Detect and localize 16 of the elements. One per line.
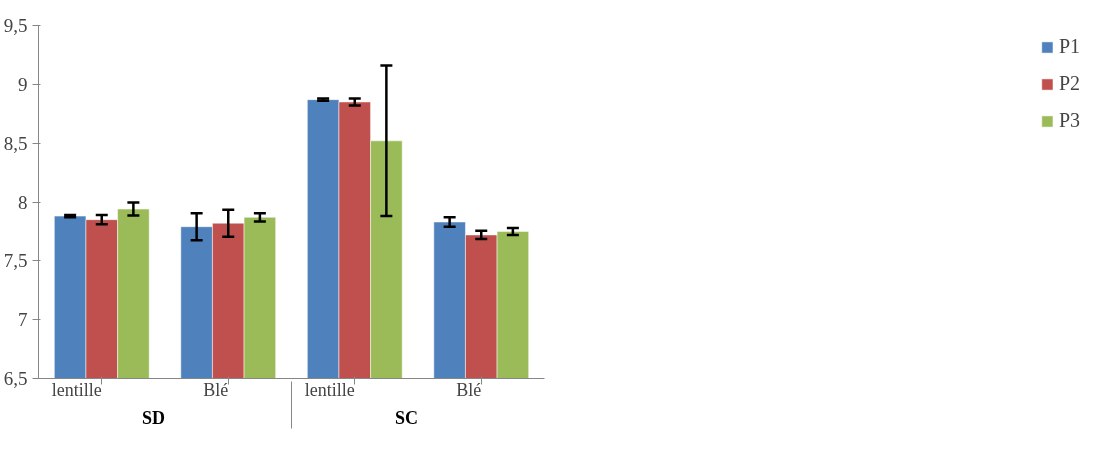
y-tick-label: 7,5	[3, 250, 28, 272]
x-tick-label: lentille	[51, 379, 102, 400]
x-tick-label: lentille	[304, 379, 355, 400]
y-tick-label: 7	[18, 309, 28, 331]
legend-label: P3	[1058, 109, 1080, 132]
y-tick-label: 9,5	[3, 15, 28, 36]
text: SC	[394, 407, 419, 428]
x-tick-label: Blé	[456, 379, 482, 400]
y-tick-label: 6,5	[3, 368, 28, 389]
x-tick-label: Blé	[203, 379, 229, 400]
y-tick-label: 9	[18, 73, 28, 95]
legend-label: P1	[1058, 35, 1080, 58]
y-tick-label: 8	[18, 191, 28, 213]
legend-label: P2	[1058, 72, 1080, 95]
text: SD	[141, 407, 166, 428]
y-tick-label: 8,5	[3, 132, 28, 154]
